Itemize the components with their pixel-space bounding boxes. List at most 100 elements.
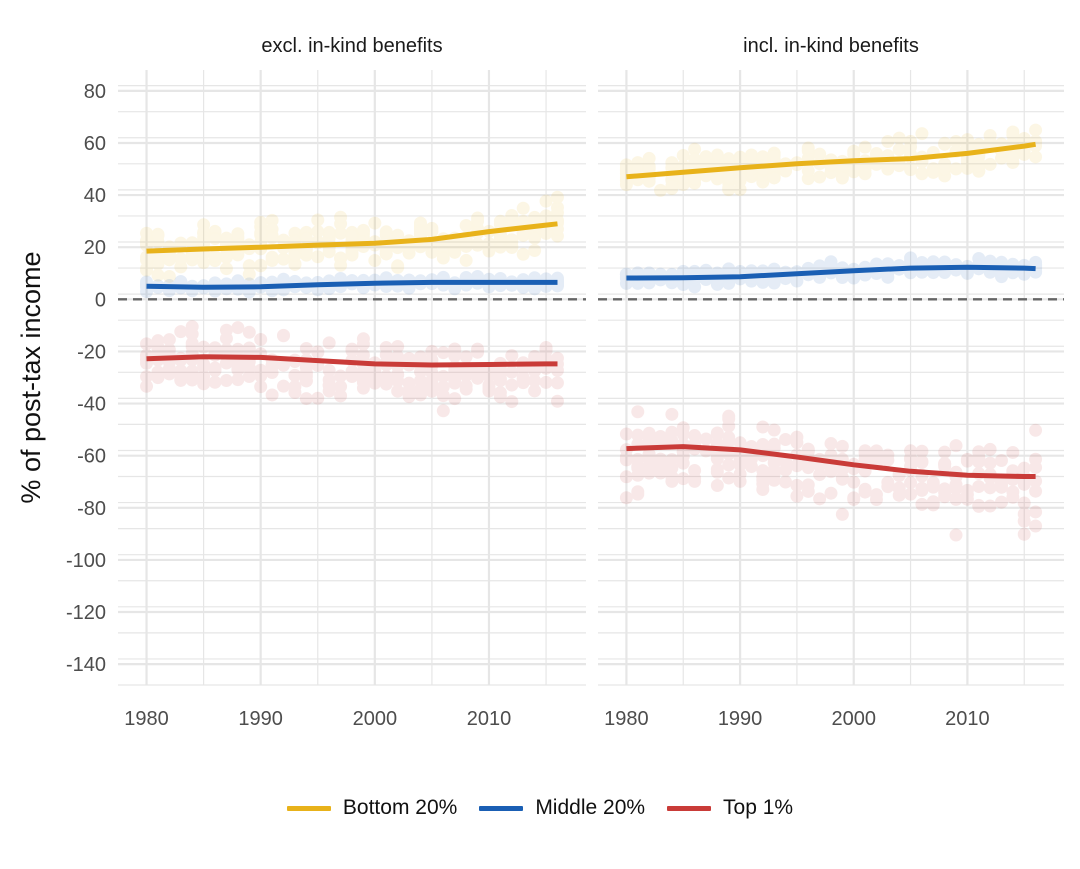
panel-2-point-bottom-20 xyxy=(665,179,679,193)
panel-1-point-top-1 xyxy=(311,345,325,359)
panel-1-point-bottom-20 xyxy=(299,245,313,259)
panel-1-point-top-1 xyxy=(516,376,530,390)
panel-1-point-top-1 xyxy=(402,386,416,400)
panel-1-point-bottom-20 xyxy=(471,238,485,252)
panel-2-point-top-1 xyxy=(710,465,724,479)
panel-1-point-top-1 xyxy=(391,384,405,398)
panel-1-point-bottom-20 xyxy=(448,245,462,259)
panel-1-point-top-1 xyxy=(482,381,496,395)
panel-1-point-bottom-20 xyxy=(413,216,427,230)
panel-2-point-top-1 xyxy=(665,425,679,439)
panel-2-point-top-1 xyxy=(790,430,804,444)
panel-2-point-bottom-20 xyxy=(960,154,974,168)
panel-2-point-bottom-20 xyxy=(1006,125,1020,139)
panel-1-point-bottom-20 xyxy=(345,225,359,239)
panel-2-point-top-1 xyxy=(1017,527,1031,541)
panel-1-point-top-1 xyxy=(277,328,291,342)
legend-item-bottom-20: Bottom 20% xyxy=(286,796,457,820)
panel-1-point-bottom-20 xyxy=(505,209,519,223)
panel-2-point-top-1 xyxy=(881,448,895,462)
panel-2-point-top-1 xyxy=(619,427,633,441)
panel-1-point-bottom-20 xyxy=(254,215,268,229)
panel-1-point-bottom-20 xyxy=(254,220,268,234)
panel-1-point-top-1 xyxy=(197,369,211,383)
panel-1-point-top-1 xyxy=(334,380,348,394)
panel-1-point-bottom-20 xyxy=(162,269,176,283)
panel-2-point-bottom-20 xyxy=(767,148,781,162)
panel-2-point-top-1 xyxy=(722,419,736,433)
panel-2-point-top-1 xyxy=(756,464,770,478)
panel-1-point-top-1 xyxy=(151,340,165,354)
panel-2-point-top-1 xyxy=(1017,477,1031,491)
panel-1-point-top-1 xyxy=(482,369,496,383)
panel-2-point-top-1 xyxy=(938,490,952,504)
panel-2-point-top-1 xyxy=(642,466,656,480)
panel-2-point-bottom-20 xyxy=(733,174,747,188)
panel-2-point-bottom-20 xyxy=(813,170,827,184)
panel-1-point-top-1 xyxy=(368,376,382,390)
panel-2-point-bottom-20 xyxy=(858,140,872,154)
panel-2-point-bottom-20 xyxy=(676,178,690,192)
panel-2-point-top-1 xyxy=(676,449,690,463)
panel-1-point-top-1 xyxy=(528,374,542,388)
panel-1-point-bottom-20 xyxy=(265,228,279,242)
panel-2-point-bottom-20 xyxy=(688,152,702,166)
panel-1-point-top-1 xyxy=(299,369,313,383)
panel-1-point-top-1 xyxy=(208,361,222,375)
panel-2-point-top-1 xyxy=(824,486,838,500)
panel-1-point-bottom-20 xyxy=(528,228,542,242)
panel-1-point-bottom-20 xyxy=(413,226,427,240)
panel-1-point-top-1 xyxy=(493,367,507,381)
panel-1-point-bottom-20 xyxy=(413,221,427,235)
panel-2-point-top-1 xyxy=(733,456,747,470)
panel-1-point-bottom-20 xyxy=(208,225,222,239)
y-axis-title: % of post-tax income xyxy=(16,251,46,503)
panel-1-point-bottom-20 xyxy=(334,252,348,266)
panel-1-point-top-1 xyxy=(299,374,313,388)
panel-2-point-middle-20 xyxy=(688,280,702,294)
panel-1-point-bottom-20 xyxy=(322,245,336,259)
panel-2-point-top-1 xyxy=(960,492,974,506)
panel-2-point-top-1 xyxy=(733,458,747,472)
panel-2-point-top-1 xyxy=(654,458,668,472)
panel-1-point-top-1 xyxy=(288,368,302,382)
panel-2-point-bottom-20 xyxy=(960,161,974,175)
panel-2-point-top-1 xyxy=(949,492,963,506)
panel-2-point-bottom-20 xyxy=(972,164,986,178)
y-tick-label: -140 xyxy=(66,654,106,676)
panel-1-point-top-1 xyxy=(242,341,256,355)
panel-2-point-top-1 xyxy=(926,498,940,512)
panel-2-point-bottom-20 xyxy=(813,147,827,161)
panel-2-point-top-1 xyxy=(881,480,895,494)
panel-1-point-top-1 xyxy=(402,376,416,390)
panel-2-point-top-1 xyxy=(949,481,963,495)
panel-2-point-bottom-20 xyxy=(915,167,929,181)
panel-2-point-top-1 xyxy=(904,453,918,467)
panel-2-point-top-1 xyxy=(722,458,736,472)
y-tick-label: -60 xyxy=(77,446,106,468)
panel-1-point-top-1 xyxy=(459,350,473,364)
panel-2-point-bottom-20 xyxy=(710,172,724,186)
panel-1-point-bottom-20 xyxy=(334,210,348,224)
panel-1-point-bottom-20 xyxy=(140,263,154,277)
panel-2-point-top-1 xyxy=(960,488,974,502)
panel-1-point-bottom-20 xyxy=(197,256,211,270)
panel-1-point-top-1 xyxy=(493,372,507,386)
panel-2-point-top-1 xyxy=(676,456,690,470)
panel-1-point-top-1 xyxy=(505,365,519,379)
panel-2-point-top-1 xyxy=(676,427,690,441)
panel-2-point-top-1 xyxy=(972,452,986,466)
panel-2-point-top-1 xyxy=(688,474,702,488)
panel-2-point-top-1 xyxy=(1029,519,1043,533)
panel-1-point-top-1 xyxy=(197,360,211,374)
panel-2-point-top-1 xyxy=(926,480,940,494)
panel-1-point-top-1 xyxy=(151,371,165,385)
panel-1-point-bottom-20 xyxy=(459,218,473,232)
panel-2-point-bottom-20 xyxy=(722,152,736,166)
panel-2-point-top-1 xyxy=(904,487,918,501)
panel-2-point-top-1 xyxy=(881,475,895,489)
panel-2-point-top-1 xyxy=(983,481,997,495)
legend-swatch-top-1 xyxy=(667,805,712,811)
panel-2-point-top-1 xyxy=(1017,514,1031,528)
